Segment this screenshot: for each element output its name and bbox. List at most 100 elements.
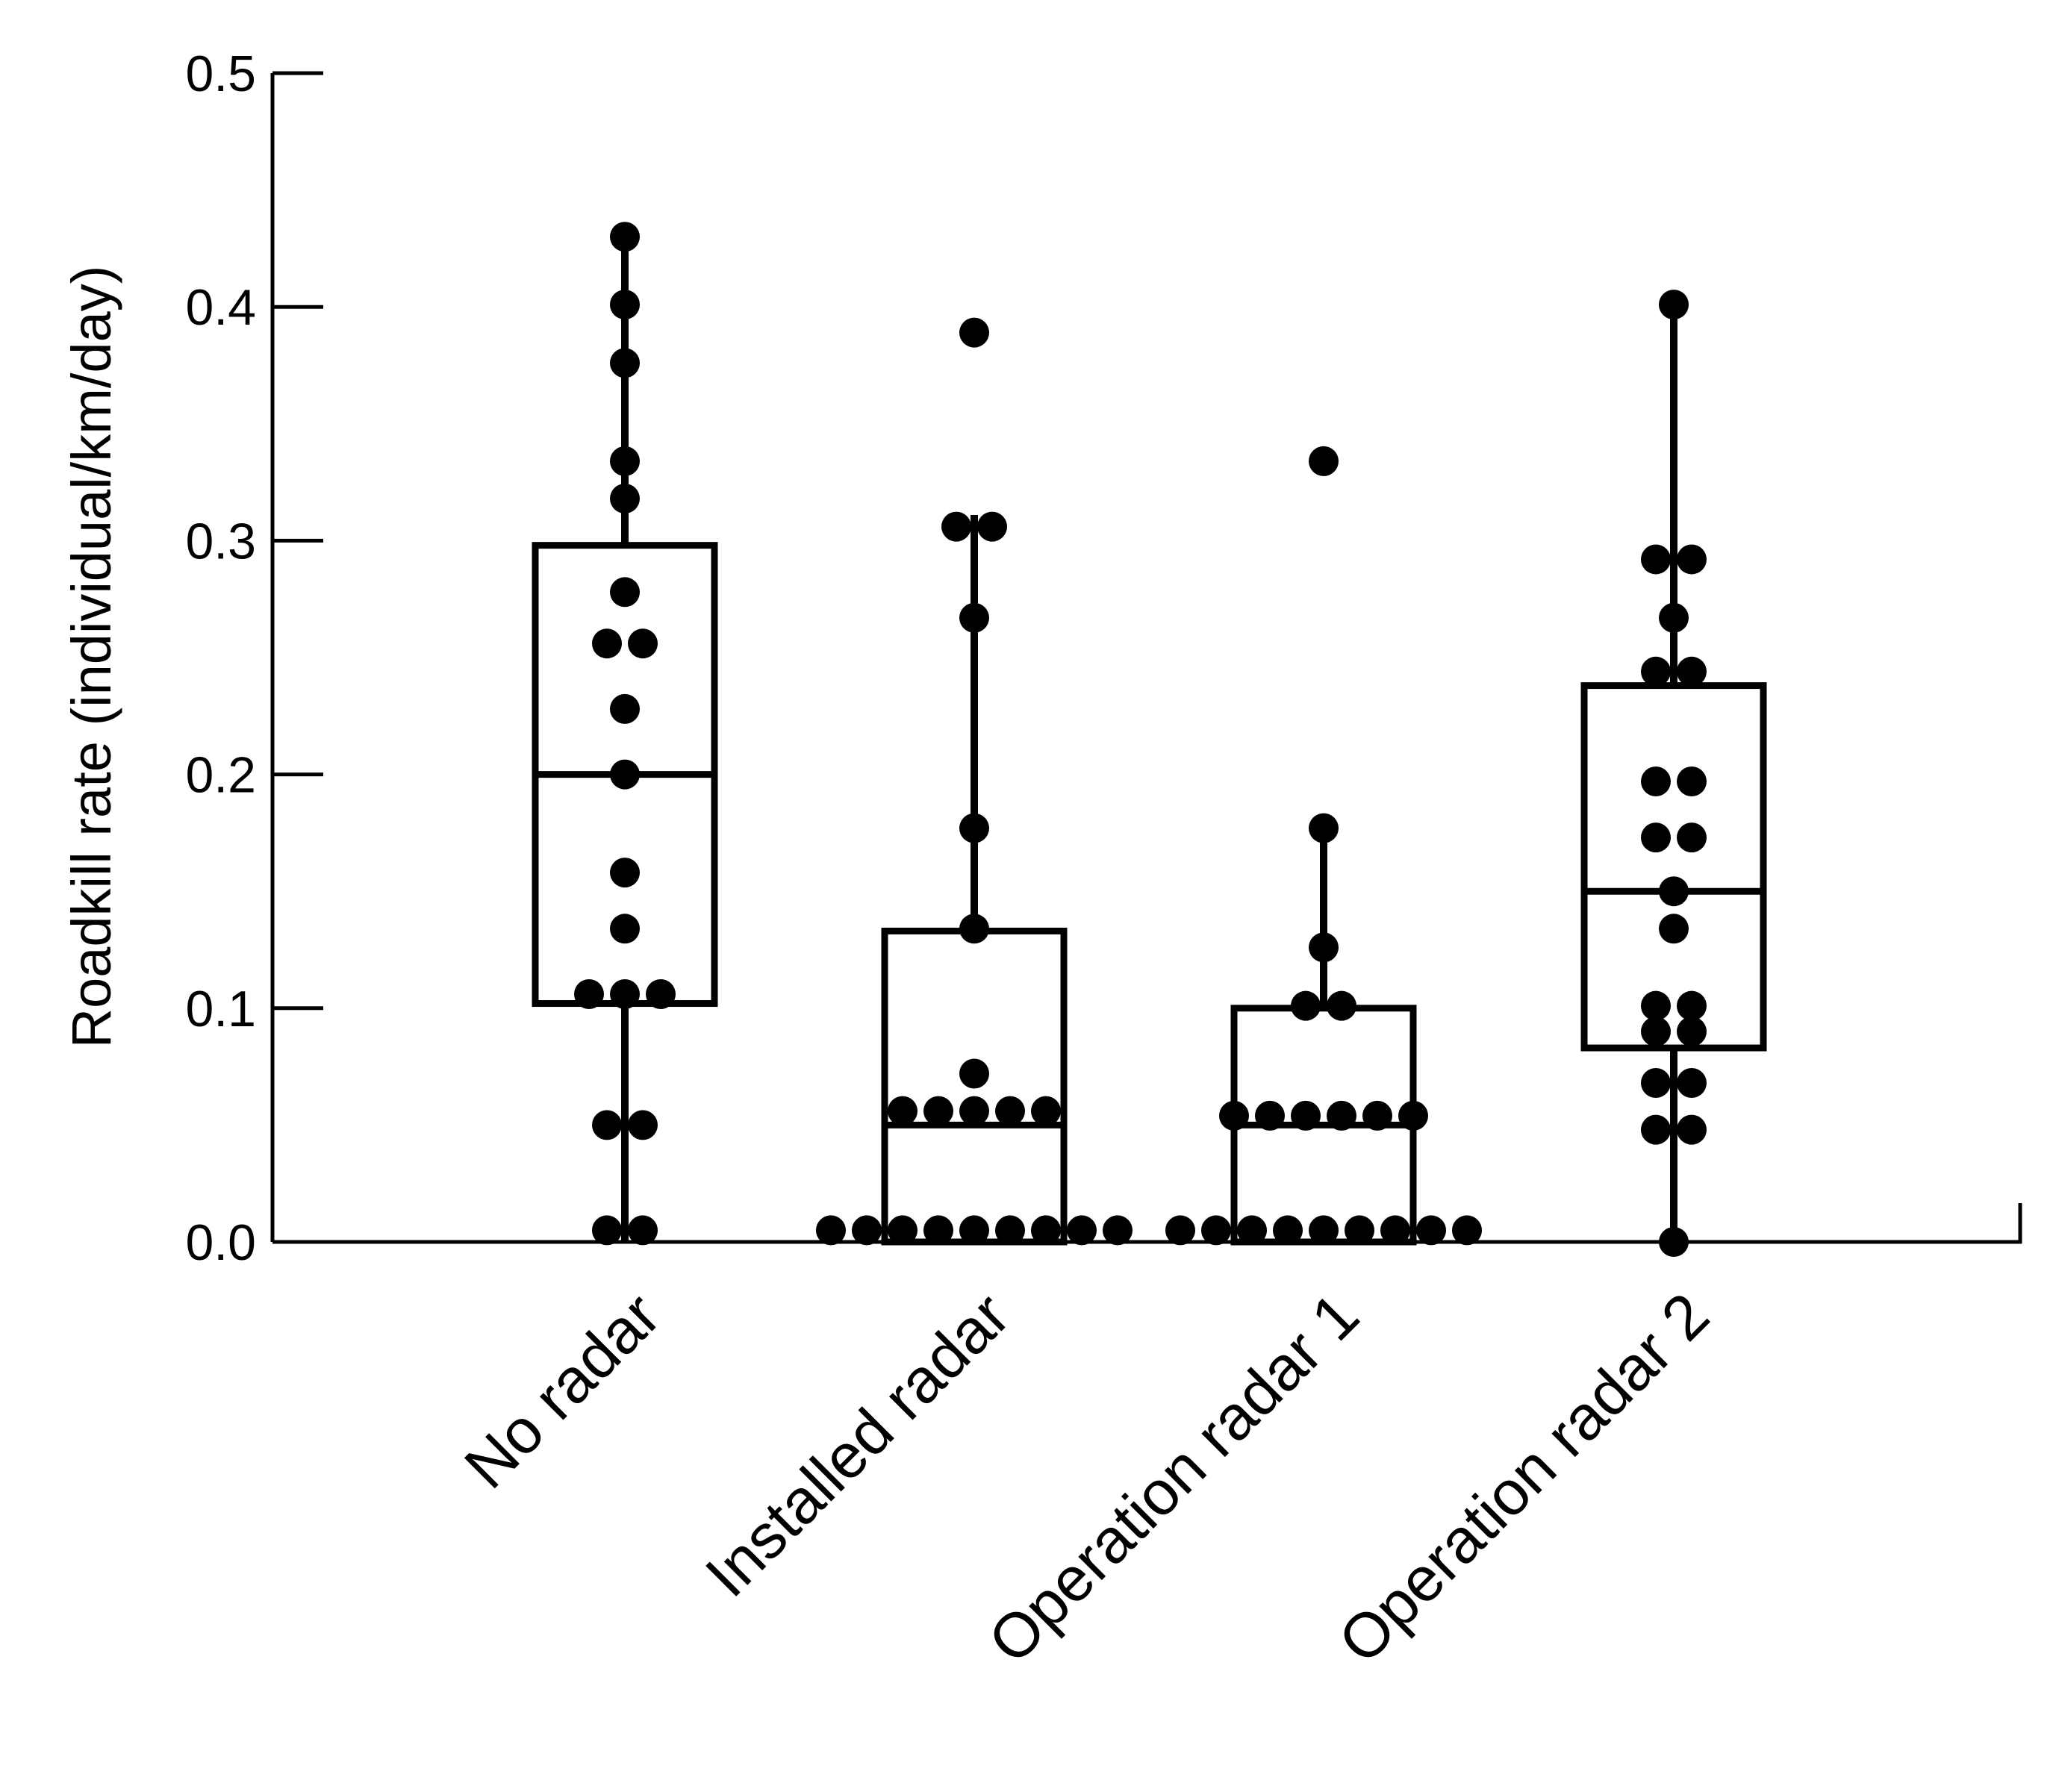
boxes <box>532 237 1767 1246</box>
point-1-1 <box>941 511 971 542</box>
point-0-6 <box>592 628 622 659</box>
point-1-15 <box>923 1215 953 1246</box>
y-ticks: 0.0 0.1 0.2 0.3 0.4 0.5 <box>185 46 323 1271</box>
category-label-1: Installed radar <box>692 1279 1023 1610</box>
point-3-15 <box>1677 1017 1707 1047</box>
box-2 <box>1230 830 1417 1246</box>
point-2-13 <box>1237 1215 1267 1246</box>
box-0 <box>532 237 718 1242</box>
y-tick-label-4: 0.4 <box>185 279 256 336</box>
point-3-18 <box>1641 1114 1671 1145</box>
point-0-12 <box>574 979 604 1010</box>
point-3-2 <box>1677 544 1707 575</box>
y-tick-label-2: 0.2 <box>185 747 256 804</box>
point-3-1 <box>1641 544 1671 575</box>
point-1-18 <box>1031 1215 1061 1246</box>
point-1-19 <box>1067 1215 1097 1246</box>
point-0-4 <box>610 484 640 514</box>
point-1-7 <box>888 1096 918 1126</box>
point-2-9 <box>1362 1100 1392 1131</box>
point-3-9 <box>1677 822 1707 853</box>
point-0-17 <box>592 1215 622 1246</box>
point-1-9 <box>959 1096 989 1126</box>
point-3-11 <box>1659 914 1689 944</box>
y-tick-label-5: 0.5 <box>185 46 256 102</box>
point-2-18 <box>1416 1215 1446 1246</box>
point-2-17 <box>1380 1215 1410 1246</box>
point-2-0 <box>1309 446 1339 476</box>
point-0-3 <box>610 446 640 476</box>
point-3-20 <box>1659 1227 1689 1257</box>
point-2-16 <box>1345 1215 1374 1246</box>
point-3-19 <box>1677 1114 1707 1145</box>
point-0-10 <box>610 858 640 888</box>
y-tick-label-1: 0.1 <box>185 981 256 1037</box>
point-1-2 <box>977 511 1007 542</box>
point-3-16 <box>1641 1068 1671 1099</box>
point-2-10 <box>1398 1100 1428 1131</box>
point-1-10 <box>995 1096 1025 1126</box>
point-1-16 <box>959 1215 989 1246</box>
point-1-13 <box>852 1215 882 1246</box>
axes <box>270 73 2022 1244</box>
point-2-8 <box>1327 1100 1356 1131</box>
category-label-0: No radar <box>451 1279 673 1502</box>
point-2-11 <box>1165 1215 1195 1246</box>
y-tick-label-0: 0.0 <box>185 1214 256 1271</box>
point-2-12 <box>1201 1215 1231 1246</box>
point-1-12 <box>816 1215 846 1246</box>
point-3-12 <box>1641 990 1671 1021</box>
point-0-14 <box>646 979 676 1010</box>
y-tick-label-3: 0.3 <box>185 513 256 569</box>
point-1-14 <box>888 1215 918 1246</box>
data-points <box>574 222 1707 1257</box>
point-0-8 <box>610 693 640 724</box>
point-0-1 <box>610 290 640 320</box>
point-1-6 <box>959 1058 989 1089</box>
point-0-0 <box>610 222 640 252</box>
box-3 <box>1580 307 1767 1242</box>
point-0-5 <box>610 577 640 608</box>
point-3-3 <box>1659 602 1689 633</box>
point-2-2 <box>1309 932 1339 963</box>
point-3-17 <box>1677 1068 1707 1099</box>
point-2-5 <box>1219 1100 1249 1131</box>
point-1-11 <box>1031 1096 1061 1126</box>
point-0-9 <box>610 759 640 790</box>
point-1-20 <box>1103 1215 1133 1246</box>
point-1-3 <box>959 602 989 633</box>
point-2-3 <box>1291 990 1321 1021</box>
point-1-17 <box>995 1215 1025 1246</box>
point-3-5 <box>1677 656 1707 687</box>
point-3-10 <box>1659 876 1689 907</box>
point-3-0 <box>1659 290 1689 320</box>
point-2-15 <box>1309 1215 1339 1246</box>
point-1-5 <box>959 914 989 944</box>
point-0-18 <box>628 1215 658 1246</box>
point-0-13 <box>610 979 640 1010</box>
point-0-15 <box>592 1110 622 1140</box>
point-3-7 <box>1677 766 1707 796</box>
point-2-6 <box>1255 1100 1285 1131</box>
point-0-11 <box>610 914 640 944</box>
point-0-16 <box>628 1110 658 1140</box>
point-0-7 <box>628 628 658 659</box>
point-2-4 <box>1327 990 1356 1021</box>
point-2-19 <box>1452 1215 1482 1246</box>
point-2-14 <box>1273 1215 1303 1246</box>
y-axis-title: Roadkill rate (individual/km/day) <box>60 266 122 1049</box>
point-3-13 <box>1677 990 1707 1021</box>
point-0-2 <box>610 348 640 378</box>
point-3-14 <box>1641 1017 1671 1047</box>
point-1-0 <box>959 317 989 348</box>
category-label-3: Operation radar 2 <box>1325 1279 1722 1676</box>
point-3-6 <box>1641 766 1671 796</box>
point-3-4 <box>1641 656 1671 687</box>
point-2-1 <box>1309 813 1339 843</box>
category-label-2: Operation radar 1 <box>975 1279 1372 1676</box>
point-1-4 <box>959 813 989 843</box>
point-1-8 <box>923 1096 953 1126</box>
point-3-8 <box>1641 822 1671 853</box>
box-body <box>1580 682 1767 1052</box>
